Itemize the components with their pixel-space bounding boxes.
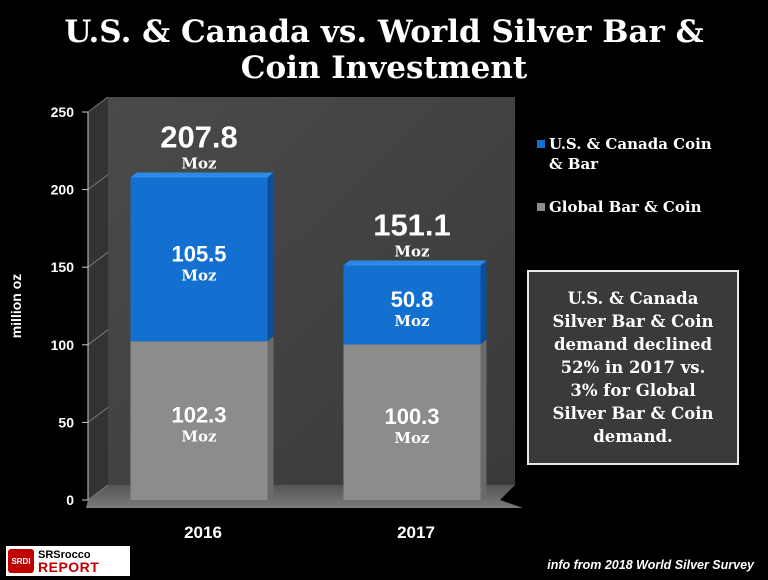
gridline-diag-4 — [87, 174, 109, 191]
annotation-line-5: 3% for Global — [570, 381, 696, 400]
logo-words: SRSrocco REPORT — [38, 549, 100, 575]
annotation-line-3: demand declined — [553, 335, 713, 354]
gridline-diag-2 — [87, 329, 109, 346]
gridline-diag-5 — [87, 96, 109, 113]
bar-2017-us-canada — [343, 265, 481, 345]
title-line-2: Coin Investment — [241, 50, 528, 86]
data-labels: 102.3Moz105.5Moz207.8Moz2016100.3Moz50.8… — [160, 119, 451, 542]
total-unit-2017: Moz — [394, 242, 430, 260]
annotation-line-1: U.S. & Canada — [567, 289, 699, 308]
bar-top-2017 — [343, 260, 487, 266]
bar-side-2016-0 — [267, 336, 274, 500]
bar-side-2017-1 — [480, 260, 487, 345]
y-tick-label-4: 200 — [51, 182, 75, 198]
annotation-line-4: 52% in 2017 vs. — [560, 358, 706, 377]
chart-title: U.S. & Canada vs. World Silver Bar &Coin… — [64, 14, 703, 86]
legend-swatch-1 — [537, 140, 545, 148]
value-label-2017-0: 100.3 — [384, 404, 439, 429]
total-unit-2016: Moz — [181, 154, 217, 172]
y-tick-label-0: 0 — [66, 492, 74, 508]
bar-2016-global — [130, 341, 268, 500]
gridline-diag-1 — [87, 406, 109, 423]
total-label-2017: 151.1 — [373, 207, 451, 242]
legend-text-1-1: U.S. & Canada Coin — [549, 135, 712, 153]
category-label-2017: 2017 — [397, 523, 435, 542]
y-axis: 0 50 100 150 200 250 million oz — [8, 96, 109, 508]
logo-top-text: SRSrocco — [38, 549, 91, 561]
legend: U.S. & Canada Coin & Bar Global Bar & Coin — [537, 135, 712, 216]
legend-swatch-2 — [537, 203, 545, 211]
source-note: info from 2018 World Silver Survey — [547, 558, 754, 572]
total-label-2016: 207.8 — [160, 119, 238, 154]
unit-label-2017-0: Moz — [394, 429, 430, 447]
y-tick-label-5: 250 — [51, 104, 75, 120]
legend-text-2-1: Global Bar & Coin — [549, 198, 702, 216]
value-label-2016-0: 102.3 — [171, 403, 226, 428]
side-wall — [88, 97, 108, 500]
annotation-line-2: Silver Bar & Coin — [552, 312, 714, 331]
y-tick-label-3: 150 — [51, 259, 75, 275]
y-tick-label-1: 50 — [58, 414, 74, 430]
bar-side-2016-1 — [267, 172, 274, 342]
bar-top-2016 — [130, 172, 274, 178]
logo-badge: SRDI — [8, 549, 34, 573]
value-label-2016-1: 105.5 — [171, 241, 226, 266]
srsrocco-logo: SRDI SRSrocco REPORT — [6, 546, 130, 576]
legend-text-1-2: & Bar — [549, 155, 599, 173]
unit-label-2016-0: Moz — [181, 428, 217, 446]
value-label-2017-1: 50.8 — [391, 287, 434, 312]
bars — [130, 172, 487, 500]
annotation-line-6: Silver Bar & Coin — [552, 404, 714, 423]
unit-label-2017-1: Moz — [394, 312, 430, 330]
title-line-1: U.S. & Canada vs. World Silver Bar & — [64, 14, 703, 50]
bar-side-2017-0 — [480, 339, 487, 500]
bar-2017-global — [343, 344, 481, 500]
gridline-diag-0 — [87, 484, 109, 501]
gridline-diag-3 — [87, 251, 109, 268]
logo-bottom-text: REPORT — [38, 559, 100, 575]
annotation-line-7: demand. — [593, 427, 673, 446]
annotation-text: U.S. & Canada Silver Bar & Coin demand dec… — [552, 287, 713, 448]
bar-2016-us-canada — [130, 177, 268, 342]
y-axis-label: million oz — [8, 274, 24, 339]
unit-label-2016-1: Moz — [181, 266, 217, 284]
annotation-box: U.S. & Canada Silver Bar & Coin demand dec… — [527, 270, 739, 465]
category-label-2016: 2016 — [184, 523, 222, 542]
y-tick-label-2: 100 — [51, 337, 75, 353]
